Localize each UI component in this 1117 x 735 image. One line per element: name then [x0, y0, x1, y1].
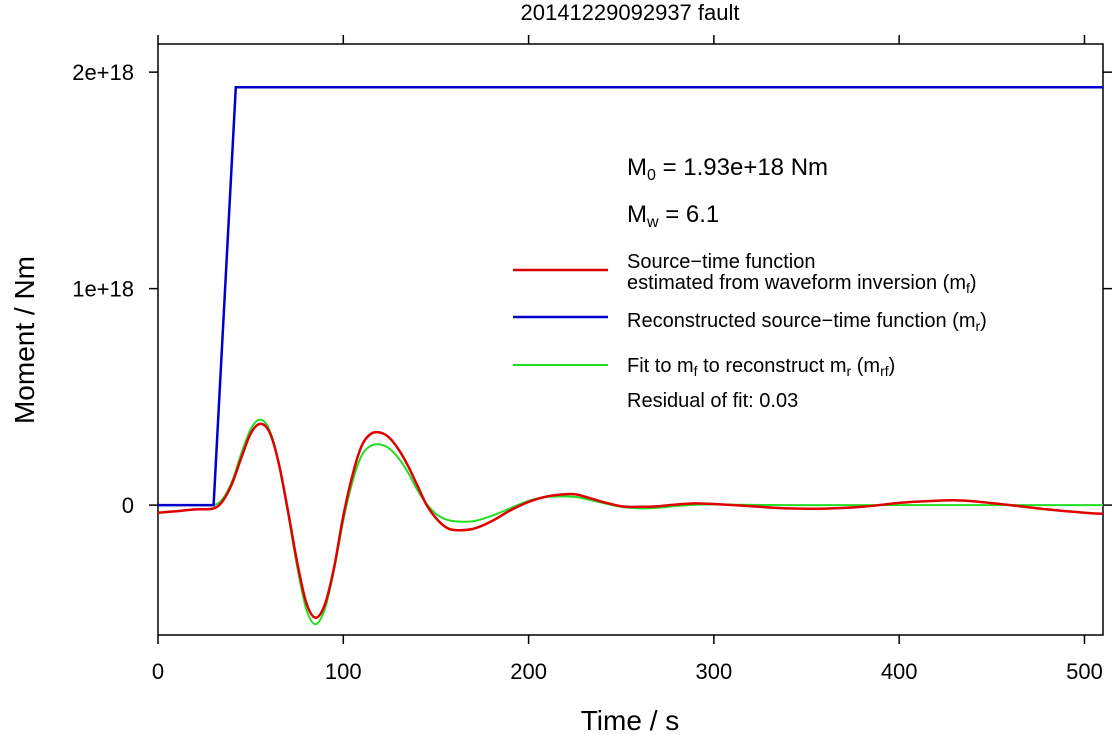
y-tick-label: 2e+18 — [72, 60, 134, 85]
x-tick-label: 100 — [325, 659, 362, 684]
y-tick-label: 1e+18 — [72, 277, 134, 302]
moment-annotation: M0 = 1.93e+18 Nm — [627, 154, 828, 184]
x-tick-label: 0 — [152, 659, 164, 684]
annotations: M0 = 1.93e+18 Nm Mw = 6.1 Residual of fit:… — [627, 154, 828, 412]
x-axis-label: Time / s — [581, 705, 680, 735]
x-tick-label: 400 — [881, 659, 918, 684]
y-tick-label: 0 — [122, 493, 134, 518]
residual-annotation: Residual of fit: 0.03 — [627, 390, 798, 412]
series-group — [157, 86, 1104, 626]
y-axis-label: Moment / Nm — [9, 256, 40, 424]
chart-title: 20141229092937 fault — [521, 0, 740, 25]
legend-label: Source−time function — [627, 251, 815, 273]
series-line-reconstructed — [158, 86, 1103, 507]
series-line-fit — [158, 418, 1103, 626]
series-line-estimated — [157, 422, 1104, 619]
magnitude-annotation: Mw = 6.1 — [627, 201, 719, 231]
legend-label: Reconstructed source−time function (mr) — [627, 310, 987, 334]
legend-label: Fit to mf to reconstruct mr (mrf) — [627, 355, 895, 379]
legend-label: estimated from waveform inversion (mf) — [627, 272, 977, 296]
x-tick-label: 500 — [1066, 659, 1103, 684]
plot-frame — [157, 43, 1104, 636]
x-tick-label: 300 — [696, 659, 733, 684]
x-tick-label: 200 — [510, 659, 547, 684]
axis-ticks: 0 100 200 300 400 500 0 1e+18 2e+18 — [72, 35, 1112, 684]
